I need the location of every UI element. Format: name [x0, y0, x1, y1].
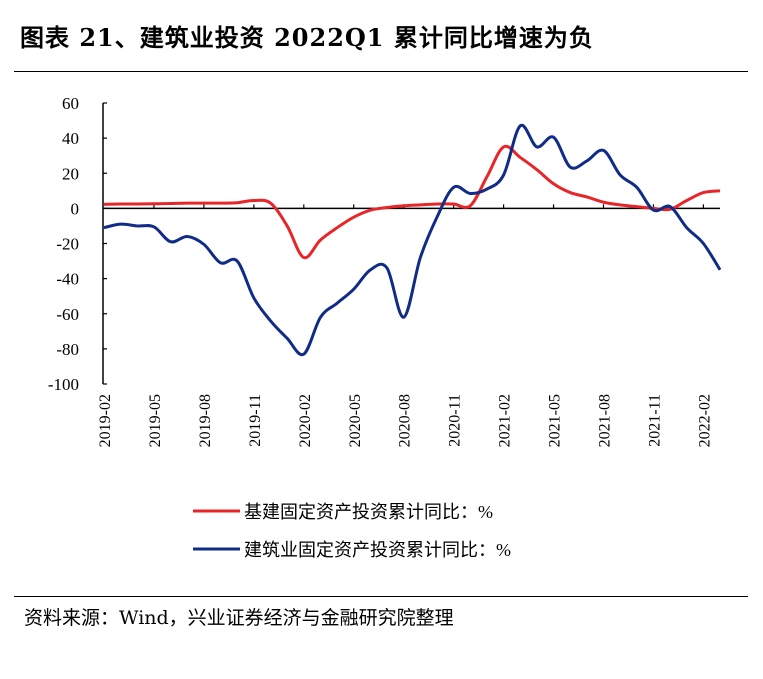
- y-tick-label: -20: [56, 235, 79, 254]
- x-tick-label: 2020-02: [297, 394, 314, 447]
- x-tick-label: 2022-02: [696, 394, 713, 447]
- y-tick-label: 0: [71, 199, 80, 218]
- y-tick-label: 20: [62, 164, 79, 183]
- series-line-0: [103, 144, 721, 260]
- figure-title: 图表 21、建筑业投资 2022Q1 累计同比增速为负: [20, 23, 594, 52]
- y-tick-label: 40: [62, 129, 79, 148]
- x-tick-label: 2019-11: [247, 394, 264, 447]
- chart: 60 40 20 0 -20 -40 -60 -80 -100 2019-02 2019-05 20…: [48, 94, 722, 560]
- y-tick-label: -80: [56, 340, 79, 359]
- y-tick-label: 60: [62, 94, 79, 113]
- y-tick-label: -40: [56, 270, 79, 289]
- x-tick-label: 2020-05: [347, 394, 364, 447]
- source-rule: [14, 596, 748, 597]
- x-tick-label: 2020-08: [397, 394, 414, 447]
- title-rule: [14, 71, 748, 72]
- source-note: 资料来源：Wind，兴业证券经济与金融研究院整理: [24, 607, 454, 629]
- x-tick-label: 2020-11: [447, 394, 464, 447]
- y-tick-label: -60: [56, 305, 79, 324]
- x-tick-label: 2019-05: [147, 394, 164, 447]
- legend-label-0: 基建固定资产投资累计同比：%: [244, 502, 493, 522]
- x-tick-label: 2019-08: [197, 394, 214, 447]
- x-tick-label: 2021-11: [646, 394, 663, 447]
- legend-label-1: 建筑业固定资产投资累计同比：%: [244, 540, 511, 560]
- y-tick-label: -100: [48, 375, 79, 394]
- x-tick-label: 2021-08: [597, 394, 614, 447]
- x-tick-label: 2021-05: [547, 394, 564, 447]
- x-tick-label: 2019-02: [97, 394, 114, 447]
- series-line-1: [103, 123, 722, 357]
- x-tick-label: 2021-02: [497, 394, 514, 447]
